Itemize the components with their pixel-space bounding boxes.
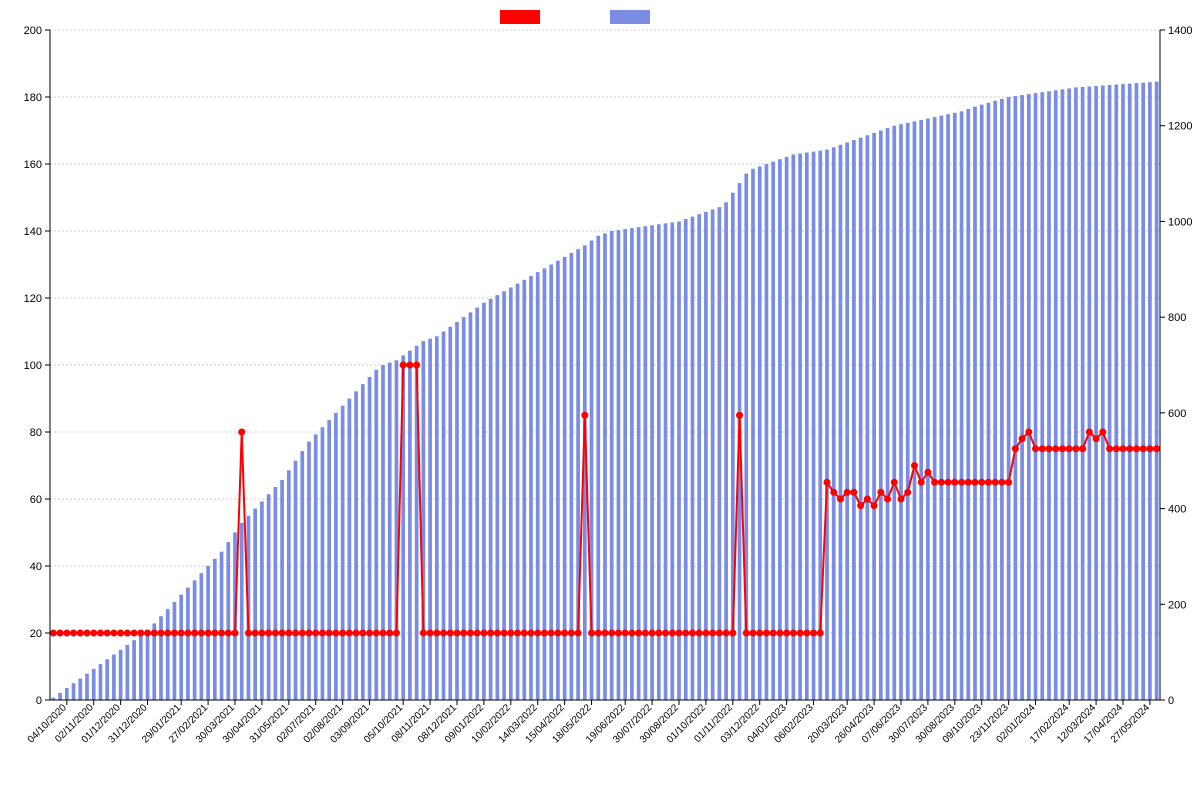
left-axis-tick-label: 20 xyxy=(30,628,42,640)
left-axis-tick-label: 160 xyxy=(24,159,42,171)
right-axis-tick-label: 600 xyxy=(1168,408,1186,420)
right-axis-tick-label: 1200 xyxy=(1168,121,1192,133)
right-axis-tick-label: 200 xyxy=(1168,599,1186,611)
right-axis-tick-label: 1000 xyxy=(1168,216,1192,228)
chart-container: 0 20 40 60 80 100 120 140 160 180 200 0 200 400 600 800… xyxy=(0,0,1200,800)
left-axis-tick-label: 60 xyxy=(30,494,42,506)
left-axis-tick-label: 120 xyxy=(24,293,42,305)
right-axis-tick-label: 400 xyxy=(1168,504,1186,516)
left-axis-tick-label: 180 xyxy=(24,92,42,104)
left-axis-tick-label: 140 xyxy=(24,226,42,238)
right-axis-tick-label: 800 xyxy=(1168,312,1186,324)
combo-chart: 0 20 40 60 80 100 120 140 160 180 200 0 200 400 600 800… xyxy=(0,0,1200,800)
left-axis-tick-label: 80 xyxy=(30,427,42,439)
left-axis-tick-label: 100 xyxy=(24,360,42,372)
left-axis-tick-label: 200 xyxy=(24,25,42,37)
left-axis-tick-label: 0 xyxy=(36,695,42,707)
legend-swatch xyxy=(610,10,650,24)
legend-swatch xyxy=(500,10,540,24)
right-axis-tick-label: 1400 xyxy=(1168,25,1192,37)
right-axis-tick-label: 0 xyxy=(1168,695,1174,707)
left-axis-tick-label: 40 xyxy=(30,561,42,573)
